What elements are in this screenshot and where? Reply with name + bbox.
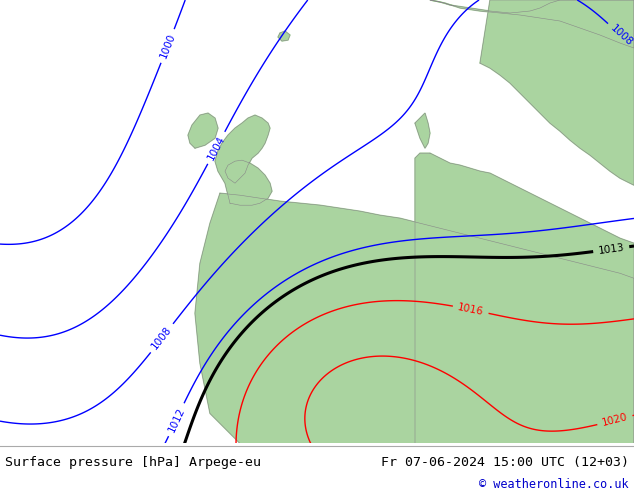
Text: Surface pressure [hPa] Arpege-eu: Surface pressure [hPa] Arpege-eu: [5, 456, 261, 468]
Text: 1013: 1013: [597, 243, 625, 256]
Polygon shape: [480, 0, 634, 185]
Polygon shape: [215, 115, 272, 205]
Polygon shape: [415, 153, 634, 443]
Text: 1016: 1016: [457, 302, 484, 317]
Text: 1000: 1000: [158, 32, 177, 60]
Text: 1004: 1004: [205, 134, 227, 162]
Text: Fr 07-06-2024 15:00 UTC (12+03): Fr 07-06-2024 15:00 UTC (12+03): [381, 456, 629, 468]
Polygon shape: [278, 31, 290, 41]
Text: 1020: 1020: [601, 412, 629, 428]
Polygon shape: [188, 113, 218, 148]
Text: 1008: 1008: [150, 325, 174, 351]
Text: © weatheronline.co.uk: © weatheronline.co.uk: [479, 478, 629, 490]
Text: 1008: 1008: [608, 24, 634, 49]
Polygon shape: [415, 113, 430, 148]
Polygon shape: [195, 193, 634, 443]
Polygon shape: [430, 0, 634, 48]
Text: 1012: 1012: [166, 406, 186, 434]
